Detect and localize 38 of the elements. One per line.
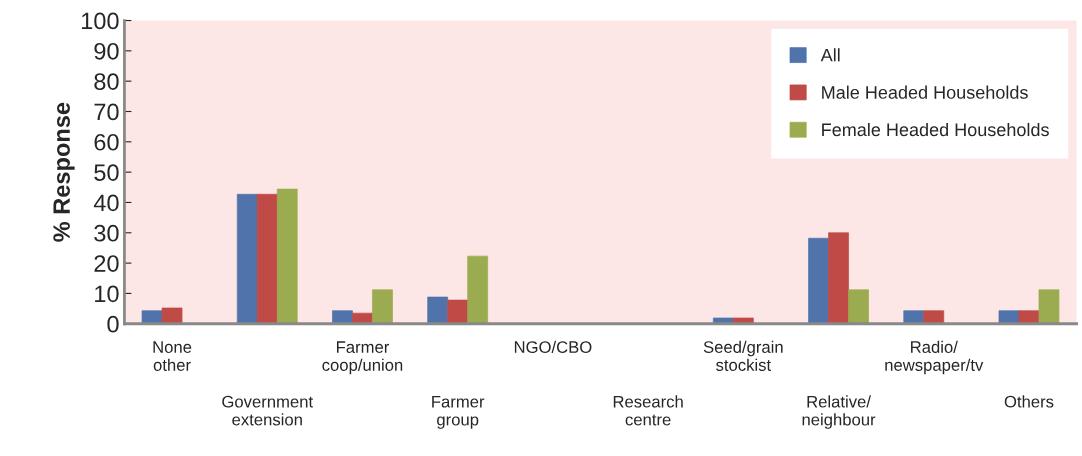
x-tick-label: NGO/CBO (514, 340, 592, 353)
bar (236, 193, 258, 324)
bar (848, 289, 869, 324)
y-tick-label: 20 (94, 255, 119, 272)
bar (828, 232, 849, 324)
bar (808, 237, 829, 324)
bar (161, 307, 183, 324)
bar (467, 255, 489, 324)
bar (923, 310, 945, 324)
y-tick-label: 30 (94, 224, 119, 242)
y-tick-label: 70 (94, 103, 119, 121)
y-tick-label: 100 (81, 12, 119, 30)
y-tick-label: 50 (94, 164, 119, 181)
bar (256, 193, 278, 324)
bar (1038, 289, 1060, 324)
legend-label: All (820, 48, 840, 62)
y-tick-label: 60 (94, 133, 119, 151)
bar (427, 296, 449, 324)
y-tick-label: 0 (107, 315, 119, 333)
bar (276, 188, 298, 324)
bar (447, 299, 469, 324)
x-tick-label: Farmer group (432, 395, 485, 429)
x-tick-label: Farmer coop/union (322, 341, 403, 375)
y-tick-label: 40 (93, 194, 119, 212)
y-tick-label: 90 (94, 42, 119, 60)
x-tick-label: Government extension (222, 395, 313, 426)
y-tick-label: 80 (94, 73, 119, 90)
legend-label: Male Headed Households (822, 85, 1028, 99)
legend-label: Female Headed Households (822, 122, 1049, 137)
x-tick-label: Relative/ neighbour (802, 395, 876, 429)
x-tick-label: Research centre (613, 395, 683, 426)
x-tick-label: None other (153, 341, 192, 371)
x-tick-label: Seed/grain stockist (703, 340, 783, 371)
y-axis-title: % Response (53, 102, 75, 242)
x-tick-label: Radio/ newspaper/tv (885, 340, 984, 375)
bar (372, 289, 393, 324)
x-tick-label: Others (1004, 395, 1054, 408)
y-tick-label: 10 (95, 285, 119, 303)
